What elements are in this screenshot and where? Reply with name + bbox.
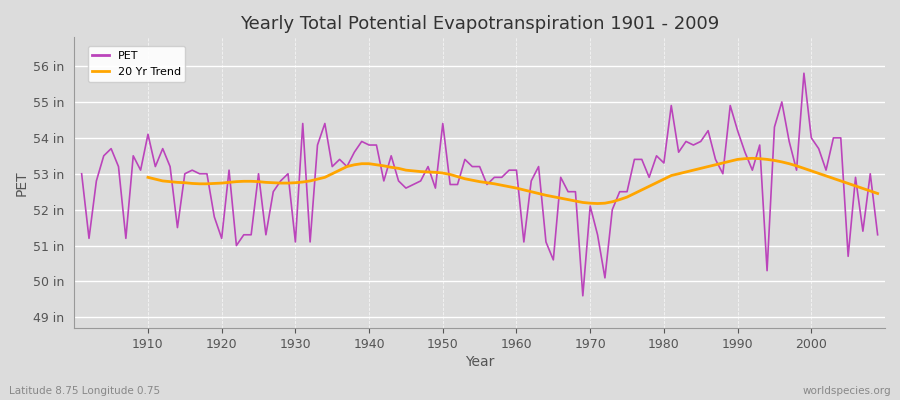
Text: Latitude 8.75 Longitude 0.75: Latitude 8.75 Longitude 0.75 [9, 386, 160, 396]
Y-axis label: PET: PET [15, 170, 29, 196]
Title: Yearly Total Potential Evapotranspiration 1901 - 2009: Yearly Total Potential Evapotranspiratio… [240, 15, 719, 33]
X-axis label: Year: Year [465, 355, 494, 369]
Text: worldspecies.org: worldspecies.org [803, 386, 891, 396]
Legend: PET, 20 Yr Trend: PET, 20 Yr Trend [88, 46, 185, 82]
